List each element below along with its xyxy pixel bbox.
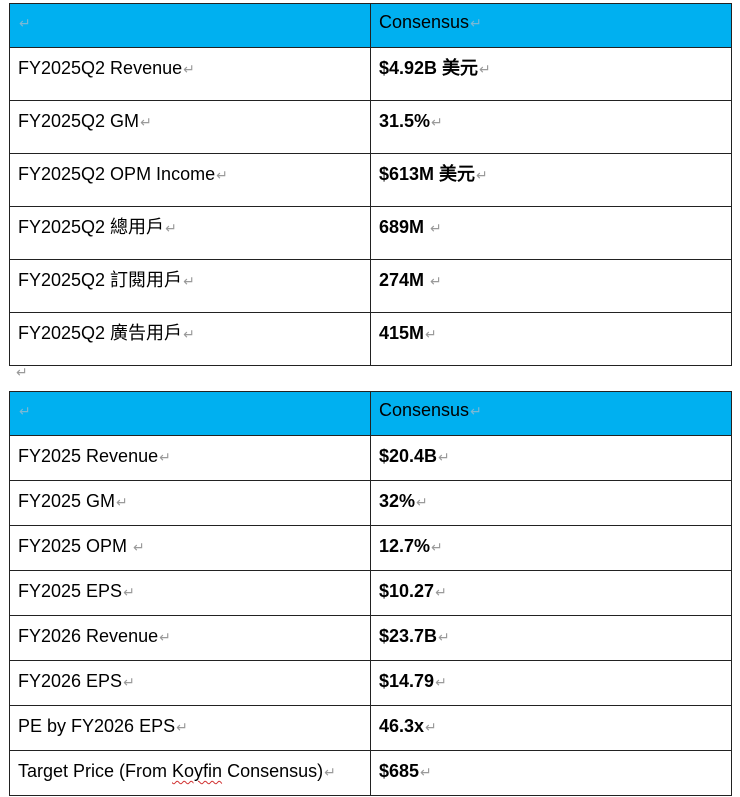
paragraph-mark-icon: ↵ (470, 403, 482, 419)
table-header-row: ↵ Consensus↵ (9, 3, 732, 48)
metric-label: FY2026 EPS↵ (9, 660, 371, 706)
table-row: FY2025Q2 GM↵ 31.5%↵ (9, 100, 732, 154)
paragraph-mark-icon: ↵ (438, 449, 450, 465)
paragraph-mark-icon: ↵ (438, 629, 450, 645)
metric-label: FY2025Q2 總用戶↵ (9, 206, 371, 260)
quarterly-consensus-table: ↵ Consensus↵ FY2025Q2 Revenue↵ $4.92B 美元… (9, 3, 732, 366)
metric-label: FY2025Q2 OPM Income↵ (9, 153, 371, 207)
table-row: FY2025Q2 總用戶↵ 689M ↵ (9, 206, 732, 260)
metric-label: PE by FY2026 EPS↵ (9, 705, 371, 751)
paragraph-mark-icon: ↵ (159, 629, 171, 645)
paragraph-mark-icon: ↵ (183, 326, 195, 342)
metric-value: $23.7B↵ (370, 615, 732, 661)
header-consensus-cell: Consensus↵ (370, 3, 732, 48)
paragraph-mark-icon: ↵ (159, 449, 171, 465)
paragraph-mark-icon: ↵ (133, 539, 145, 555)
metric-value: 274M ↵ (370, 259, 732, 313)
table-row: FY2025Q2 OPM Income↵ $613M 美元↵ (9, 153, 732, 207)
metric-label: FY2025 GM↵ (9, 480, 371, 526)
paragraph-mark-icon: ↵ (19, 403, 31, 419)
paragraph-mark-icon: ↵ (476, 167, 488, 183)
paragraph-mark-icon: ↵ (140, 114, 152, 130)
spellcheck-flagged-word: Koyfin (172, 761, 223, 781)
paragraph-mark-icon: ↵ (431, 539, 443, 555)
metric-value: 12.7%↵ (370, 525, 732, 571)
metric-value: $685↵ (370, 750, 732, 796)
table-row: FY2025 GM↵ 32%↵ (9, 480, 732, 526)
paragraph-mark-icon: ↵ (435, 674, 447, 690)
header-metric-cell: ↵ (9, 3, 371, 48)
metric-label: FY2025 OPM ↵ (9, 525, 371, 571)
metric-value: $4.92B 美元↵ (370, 47, 732, 101)
table-row: FY2025 OPM ↵ 12.7%↵ (9, 525, 732, 571)
metric-value: 32%↵ (370, 480, 732, 526)
metric-label: FY2026 Revenue↵ (9, 615, 371, 661)
metric-label: FY2025Q2 GM↵ (9, 100, 371, 154)
table-row: Target Price (From Koyfin Consensus)↵ $6… (9, 750, 732, 796)
paragraph-mark-icon: ↵ (430, 220, 442, 236)
table-row: FY2026 EPS↵ $14.79↵ (9, 660, 732, 706)
metric-value: $613M 美元↵ (370, 153, 732, 207)
table-row: FY2025Q2 訂閱用戶↵ 274M ↵ (9, 259, 732, 313)
metric-value: 46.3x↵ (370, 705, 732, 751)
metric-value: 415M↵ (370, 312, 732, 366)
metric-value: 689M ↵ (370, 206, 732, 260)
paragraph-mark-icon: ↵ (116, 494, 128, 510)
paragraph-mark-icon: ↵ (165, 220, 177, 236)
header-consensus-cell: Consensus↵ (370, 391, 732, 436)
paragraph-mark-icon: ↵ (470, 15, 482, 31)
paragraph-mark-icon: ↵ (431, 114, 443, 130)
table-row: FY2025 EPS↵ $10.27↵ (9, 570, 732, 616)
paragraph-mark-icon: ↵ (425, 326, 437, 342)
table-header-row: ↵ Consensus↵ (9, 391, 732, 436)
paragraph-mark-icon: ↵ (16, 364, 28, 380)
metric-value: $10.27↵ (370, 570, 732, 616)
paragraph-mark-icon: ↵ (183, 273, 195, 289)
metric-label: FY2025 Revenue↵ (9, 435, 371, 481)
metric-label: FY2025Q2 廣告用戶↵ (9, 312, 371, 366)
metric-label: FY2025 EPS↵ (9, 570, 371, 616)
paragraph-mark-icon: ↵ (183, 61, 195, 77)
paragraph-mark-icon: ↵ (19, 15, 31, 31)
table-row: FY2025Q2 Revenue↵ $4.92B 美元↵ (9, 47, 732, 101)
metric-label: FY2025Q2 訂閱用戶↵ (9, 259, 371, 313)
paragraph-mark-icon: ↵ (123, 584, 135, 600)
paragraph-mark-icon: ↵ (425, 719, 437, 735)
annual-consensus-table: ↵ Consensus↵ FY2025 Revenue↵ $20.4B↵ FY2… (9, 391, 732, 796)
paragraph-mark-icon: ↵ (435, 584, 447, 600)
table-row: FY2025 Revenue↵ $20.4B↵ (9, 435, 732, 481)
paragraph-mark-icon: ↵ (416, 494, 428, 510)
metric-value: 31.5%↵ (370, 100, 732, 154)
metric-label: FY2025Q2 Revenue↵ (9, 47, 371, 101)
paragraph-mark-icon: ↵ (430, 273, 442, 289)
paragraph-mark-icon: ↵ (216, 167, 228, 183)
table-row: PE by FY2026 EPS↵ 46.3x↵ (9, 705, 732, 751)
metric-value: $14.79↵ (370, 660, 732, 706)
header-metric-cell: ↵ (9, 391, 371, 436)
paragraph-mark-icon: ↵ (123, 674, 135, 690)
paragraph-mark-icon: ↵ (176, 719, 188, 735)
paragraph-mark-icon: ↵ (479, 61, 491, 77)
paragraph-mark-icon: ↵ (324, 764, 336, 780)
metric-label: Target Price (From Koyfin Consensus)↵ (9, 750, 371, 796)
table-row: FY2025Q2 廣告用戶↵ 415M↵ (9, 312, 732, 366)
table-row: FY2026 Revenue↵ $23.7B↵ (9, 615, 732, 661)
metric-value: $20.4B↵ (370, 435, 732, 481)
paragraph-mark-icon: ↵ (420, 764, 432, 780)
